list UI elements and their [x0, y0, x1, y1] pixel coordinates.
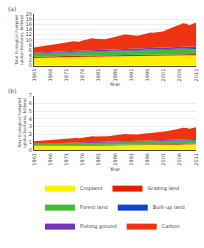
- svg-text:1971: 1971: [63, 69, 69, 82]
- svg-text:1981: 1981: [95, 153, 101, 166]
- svg-text:0: 0: [29, 147, 32, 153]
- svg-text:2006: 2006: [176, 69, 182, 82]
- svg-text:1996: 1996: [144, 69, 150, 82]
- svg-text:2011: 2011: [193, 69, 199, 82]
- svg-text:1966: 1966: [47, 69, 53, 82]
- svg-text:(a): (a): [8, 5, 16, 12]
- svg-text:1961: 1961: [31, 153, 37, 166]
- svg-text:2001: 2001: [160, 153, 166, 166]
- svg-text:3: 3: [29, 123, 32, 129]
- svg-text:2001: 2001: [160, 69, 166, 82]
- svg-text:1976: 1976: [79, 153, 85, 166]
- svg-text:20: 20: [26, 11, 32, 17]
- svg-text:1976: 1976: [79, 69, 85, 82]
- svg-text:1971: 1971: [63, 153, 69, 166]
- svg-text:2011: 2011: [193, 153, 199, 166]
- svg-text:4: 4: [29, 52, 32, 58]
- svg-text:Year: Year: [109, 81, 122, 87]
- svg-text:Fishing ground: Fishing ground: [80, 223, 117, 230]
- svg-text:1991: 1991: [128, 69, 134, 82]
- svg-text:10: 10: [26, 37, 32, 43]
- svg-text:6: 6: [29, 100, 32, 106]
- svg-text:0: 0: [29, 62, 32, 68]
- svg-text:4: 4: [29, 116, 32, 122]
- svg-text:12: 12: [26, 31, 32, 37]
- svg-text:Built-up land: Built-up land: [153, 204, 185, 211]
- svg-text:(b): (b): [8, 87, 17, 94]
- svg-text:Year: Year: [109, 166, 122, 172]
- svg-text:Forest land: Forest land: [80, 204, 108, 210]
- svg-text:18: 18: [26, 16, 32, 22]
- svg-text:8: 8: [29, 42, 32, 48]
- svg-text:Carbon: Carbon: [162, 223, 180, 229]
- svg-text:1991: 1991: [128, 153, 134, 166]
- svg-text:2006: 2006: [176, 153, 182, 166]
- svg-text:16: 16: [26, 21, 32, 27]
- svg-text:2: 2: [29, 57, 32, 63]
- svg-text:1986: 1986: [112, 153, 118, 166]
- svg-text:1: 1: [29, 139, 32, 145]
- svg-text:1961: 1961: [31, 69, 37, 82]
- svg-text:1981: 1981: [95, 69, 101, 82]
- svg-text:5: 5: [29, 108, 32, 114]
- svg-text:1986: 1986: [112, 69, 118, 82]
- svg-text:Cropland: Cropland: [80, 185, 102, 192]
- svg-text:6: 6: [29, 47, 32, 53]
- svg-text:14: 14: [26, 26, 32, 32]
- svg-text:Grazing land: Grazing land: [147, 185, 179, 192]
- svg-text:7: 7: [29, 92, 32, 98]
- svg-text:1996: 1996: [144, 153, 150, 166]
- svg-text:Total Ecological Footprint(glo: Total Ecological Footprint(global hectar…: [14, 14, 24, 66]
- svg-text:1966: 1966: [47, 153, 53, 166]
- svg-text:Total Ecological Footprint(glo: Total Ecological Footprint(global hectar…: [17, 97, 27, 149]
- svg-text:2: 2: [29, 131, 32, 137]
